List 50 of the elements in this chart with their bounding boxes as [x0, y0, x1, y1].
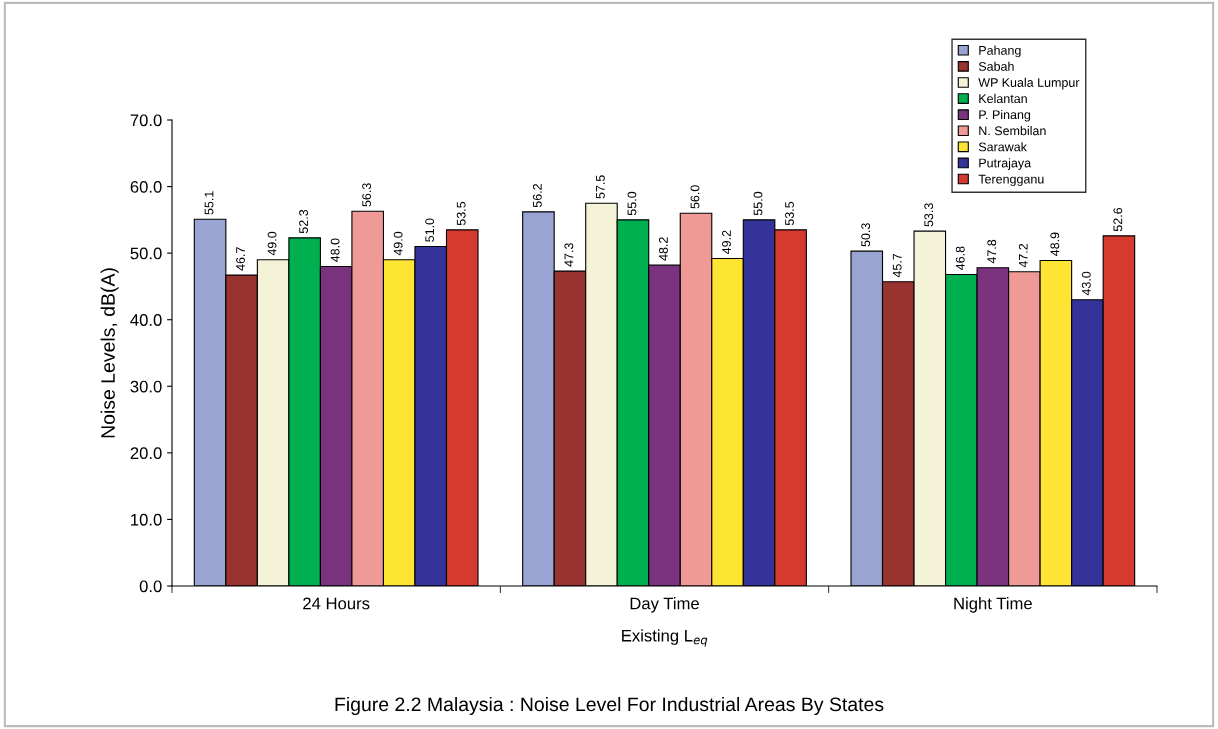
y-tick-label: 0.0: [139, 580, 162, 593]
data-label: 56.2: [532, 184, 542, 208]
legend-label: WP Kuala Lumpur: [978, 77, 1080, 90]
x-tick-label: Night Time: [954, 597, 1032, 613]
data-label: 53.3: [924, 203, 934, 227]
data-label: 46.8: [955, 246, 965, 270]
data-label: 49.0: [393, 231, 403, 256]
data-label: 52.3: [299, 209, 308, 234]
y-tick-label: 20.0: [130, 447, 162, 460]
legend-label: Pahang: [979, 45, 1021, 58]
data-label: 55.1: [204, 191, 214, 215]
legend-label: Terengganu: [978, 174, 1044, 186]
data-label: 47.3: [564, 243, 574, 267]
data-label: 57.5: [596, 175, 605, 199]
legend-label: P. Pinang: [979, 109, 1031, 122]
data-label: 48.2: [659, 237, 668, 261]
data-label: 46.7: [236, 247, 245, 271]
data-label: 55.0: [627, 191, 637, 216]
y-tick-label: 30.0: [130, 380, 162, 393]
data-label: 55.0: [753, 191, 763, 216]
legend-label: Kelantan: [979, 93, 1027, 104]
y-tick-label: 10.0: [131, 513, 162, 526]
data-label: 45.7: [892, 253, 902, 278]
data-label: 53.5: [456, 201, 466, 226]
y-tick-label: 50.0: [130, 247, 162, 260]
caption: Figure 2.2 Malaysia : Noise Level For Industrial Areas By States: [335, 696, 884, 716]
legend-label: Putrajaya: [979, 158, 1032, 170]
x-tick-label: Day Time: [630, 597, 699, 613]
data-label: 48.9: [1050, 232, 1060, 257]
data-label: 52.6: [1113, 207, 1123, 232]
legend-label: Sarawak: [978, 142, 1027, 152]
y-tick-label: 60.0: [130, 180, 162, 193]
data-label: 47.2: [1018, 243, 1028, 268]
data-label: 56.3: [362, 183, 372, 207]
data-label: 49.2: [722, 230, 731, 255]
data-label: 49.0: [267, 231, 277, 256]
data-label: 53.5: [785, 201, 794, 226]
x-axis-title: Existing L$_{eq}$: [622, 629, 708, 647]
data-label: 43.0: [1081, 271, 1091, 296]
data-label: 47.8: [987, 239, 997, 264]
y-tick-label: 70.0: [130, 114, 162, 127]
y-axis-title: Noise Levels, dB(A): [100, 268, 119, 438]
data-label: 50.3: [861, 223, 871, 247]
data-label: 48.0: [330, 238, 340, 262]
y-tick-label: 40.0: [130, 314, 162, 326]
legend-label: Sabah: [978, 61, 1014, 71]
data-label: 51.0: [425, 218, 435, 242]
x-tick-label: 24 Hours: [303, 597, 370, 610]
legend-label: N. Sembilan: [979, 126, 1046, 136]
data-label: 56.0: [690, 185, 700, 209]
